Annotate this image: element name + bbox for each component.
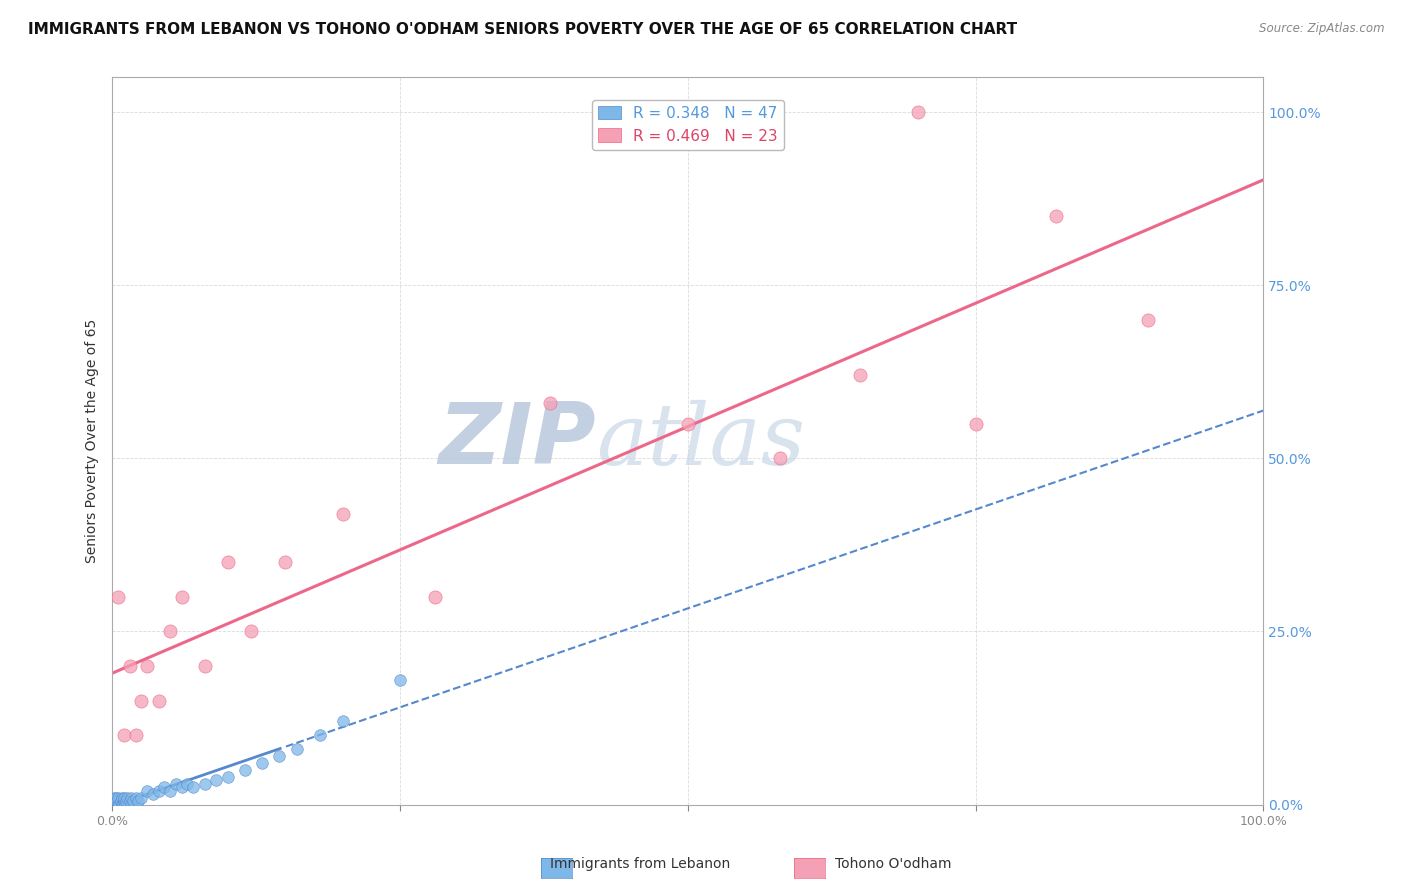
Point (110, 794, 132, 808)
Point (115, 794, 138, 808)
Text: atlas: atlas (596, 400, 804, 483)
Point (205, 773, 228, 788)
Point (332, 714, 354, 729)
Point (129, 693, 152, 707)
Y-axis label: Seniors Poverty Over the Age of 65: Seniors Poverty Over the Age of 65 (86, 318, 100, 563)
Point (136, 783, 159, 797)
Point (107, 790, 129, 805)
Point (107, 590, 129, 604)
Point (111, 790, 134, 805)
Point (117, 790, 139, 805)
Point (332, 507, 354, 521)
Point (239, 624, 262, 639)
Point (389, 673, 412, 687)
Point (153, 780, 176, 795)
Point (104, 794, 127, 808)
Point (148, 783, 170, 797)
Text: Source: ZipAtlas.com: Source: ZipAtlas.com (1260, 22, 1385, 36)
Point (285, 742, 308, 756)
Point (114, 797, 136, 812)
Point (127, 794, 149, 808)
Point (104, 790, 127, 805)
Point (676, 417, 699, 431)
Point (136, 659, 159, 673)
Point (105, 797, 128, 812)
Point (111, 797, 134, 812)
Point (250, 756, 273, 770)
Point (129, 790, 152, 805)
Point (101, 797, 124, 812)
Point (111, 797, 134, 812)
Text: Tohono O'odham: Tohono O'odham (835, 857, 950, 871)
Point (849, 368, 872, 383)
Point (105, 794, 128, 808)
Point (103, 797, 125, 812)
Point (907, 105, 929, 120)
Text: ZIP: ZIP (439, 400, 596, 483)
Point (159, 624, 181, 639)
Point (193, 777, 215, 791)
Point (769, 451, 792, 466)
Point (1045, 209, 1067, 223)
Point (217, 770, 239, 784)
Point (965, 417, 987, 431)
Point (124, 790, 146, 805)
Point (193, 659, 215, 673)
Text: Immigrants from Lebanon: Immigrants from Lebanon (550, 857, 730, 871)
Point (122, 794, 145, 808)
Point (274, 555, 297, 569)
Point (120, 790, 142, 805)
Point (101, 794, 124, 808)
Point (103, 790, 125, 805)
Point (159, 783, 181, 797)
Point (124, 728, 146, 742)
Point (181, 780, 204, 795)
Point (112, 728, 135, 742)
Point (104, 797, 127, 812)
Point (165, 777, 187, 791)
Point (148, 693, 170, 707)
Legend: R = 0.348   N = 47, R = 0.469   N = 23: R = 0.348 N = 47, R = 0.469 N = 23 (592, 100, 785, 150)
Point (112, 790, 135, 805)
Point (423, 590, 446, 604)
Point (118, 794, 141, 808)
Point (538, 396, 561, 410)
Point (170, 590, 193, 604)
Point (308, 728, 330, 742)
Point (118, 659, 141, 673)
Point (108, 797, 131, 812)
Point (176, 777, 198, 791)
Point (217, 555, 239, 569)
Point (233, 763, 256, 777)
Text: IMMIGRANTS FROM LEBANON VS TOHONO O'ODHAM SENIORS POVERTY OVER THE AGE OF 65 COR: IMMIGRANTS FROM LEBANON VS TOHONO O'ODHA… (28, 22, 1018, 37)
Point (142, 787, 165, 801)
Point (107, 797, 129, 812)
Point (112, 794, 135, 808)
Point (170, 780, 193, 795)
Point (269, 749, 291, 764)
Point (1137, 313, 1160, 327)
Point (104, 797, 127, 812)
